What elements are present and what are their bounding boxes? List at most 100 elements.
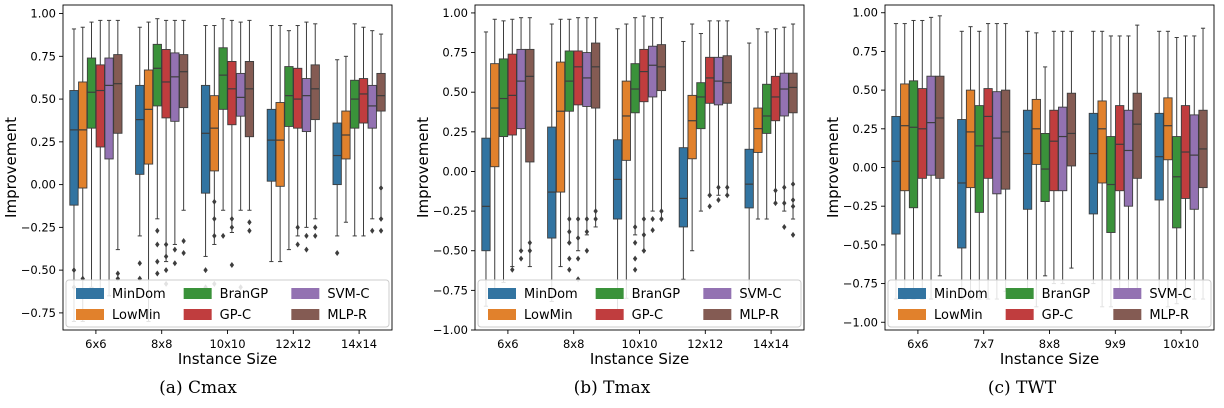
box-iqr [1097,100,1107,184]
legend-swatch [1005,288,1034,299]
y-tick-label: 1.00 [30,7,56,21]
box-mlp-r-12x12 [722,20,732,199]
box-iqr [275,102,285,187]
box-mindom-8x8 [547,23,557,302]
outlier-point [229,262,235,268]
box-mindom-10x10 [612,28,623,315]
box-svm-c-10x10 [236,21,246,291]
x-tick-label: 12x12 [687,337,723,351]
outlier-point [567,216,572,223]
box-iqr [722,55,732,104]
box-brangp-10x10 [1172,37,1182,305]
box-iqr [376,72,386,112]
box-iqr [917,88,927,179]
legend: MinDom LowMin BranGP GP-C SVM-C MLP-R [887,279,1212,328]
outlier-point [212,215,217,222]
box-svm-c-10x10 [1189,35,1199,300]
outlier-point [575,235,581,242]
box-mlp-r-6x6 [525,17,535,268]
y-tick-label: 0.25 [852,122,878,136]
box-iqr [1163,97,1173,161]
legend-label: GP-C [1042,308,1073,323]
box-mlp-r-12x12 [310,23,320,239]
legend-label: SVM-C [1149,287,1191,302]
outlier-point [782,200,787,207]
x-axis-label: Instance Size [178,350,277,368]
y-tick-label: −0.75 [433,283,468,297]
legend: MinDom LowMin BranGP GP-C SVM-C MLP-R [65,279,390,328]
outlier-point [584,247,590,254]
box-gp-c-12x12 [705,20,715,210]
outlier-point [790,203,796,210]
box-mindom-6x6 [481,31,491,307]
box-iqr [293,67,303,129]
legend-label: GP-C [632,308,663,323]
box-svm-c-8x8 [170,19,180,267]
box-brangp-12x12 [696,33,706,212]
box-svm-c-14x14 [367,30,377,234]
y-tick-label: −1.00 [433,323,468,337]
box-brangp-10x10 [630,17,640,273]
box-iqr [86,57,97,129]
box-iqr [170,52,180,122]
legend-label: MinDom [524,287,578,302]
box-iqr [591,42,601,109]
box-iqr [974,105,984,213]
legend-swatch [488,288,516,299]
outlier-point [181,238,186,245]
y-tick-label: −0.25 [433,204,468,218]
outlier-point [370,227,375,234]
outlier-point [659,208,664,215]
outlier-point [632,239,638,246]
box-svm-c-12x12 [713,20,724,203]
box-iqr [762,83,772,134]
outlier-point [163,267,169,274]
box-mindom-6x6 [891,23,901,300]
box-lowmin-6x6 [900,23,910,300]
box-lowmin-10x10 [209,25,219,287]
outlier-point [725,184,730,191]
box-iqr [582,52,592,107]
box-iqr [152,43,162,107]
box-lowmin-6x6 [78,26,88,322]
box-iqr [788,72,798,114]
legend-swatch [1113,309,1142,320]
outlier-point [378,227,384,234]
box-iqr [209,95,219,172]
outlier-point [172,260,178,267]
box-lowmin-8x8 [1031,32,1041,308]
outlier-point [181,250,186,257]
box-lowmin-6x6 [490,18,500,299]
legend-label: MinDom [934,287,988,302]
outlier-point [659,216,664,223]
outlier-point [163,253,169,260]
outlier-point [641,216,647,223]
box-iqr [367,84,377,129]
legend-swatch [898,288,926,299]
box-svm-c-9x9 [1123,35,1134,292]
x-axis-label: Instance Size [590,350,689,368]
box-mindom-12x12 [266,25,276,263]
box-iqr [639,48,649,103]
box-iqr [161,49,171,119]
box-iqr [525,48,535,163]
legend-swatch [291,288,320,299]
outlier-point [632,266,638,273]
box-svm-c-12x12 [301,21,312,253]
box-mlp-r-14x14 [788,23,798,238]
outlier-point [247,219,252,226]
y-tick-label: −0.75 [21,306,56,320]
box-lowmin-8x8 [143,21,154,322]
box-iqr [236,72,246,117]
box-mlp-r-6x6 [935,15,945,277]
box-iqr [1115,105,1125,192]
box-iqr [779,72,789,117]
outlier-point [518,255,524,262]
box-iqr [95,64,105,148]
box-iqr [481,137,491,252]
outlier-point [163,241,169,248]
box-mindom-8x8 [135,26,145,282]
box-iqr [1022,109,1033,210]
outlier-point [567,255,572,262]
